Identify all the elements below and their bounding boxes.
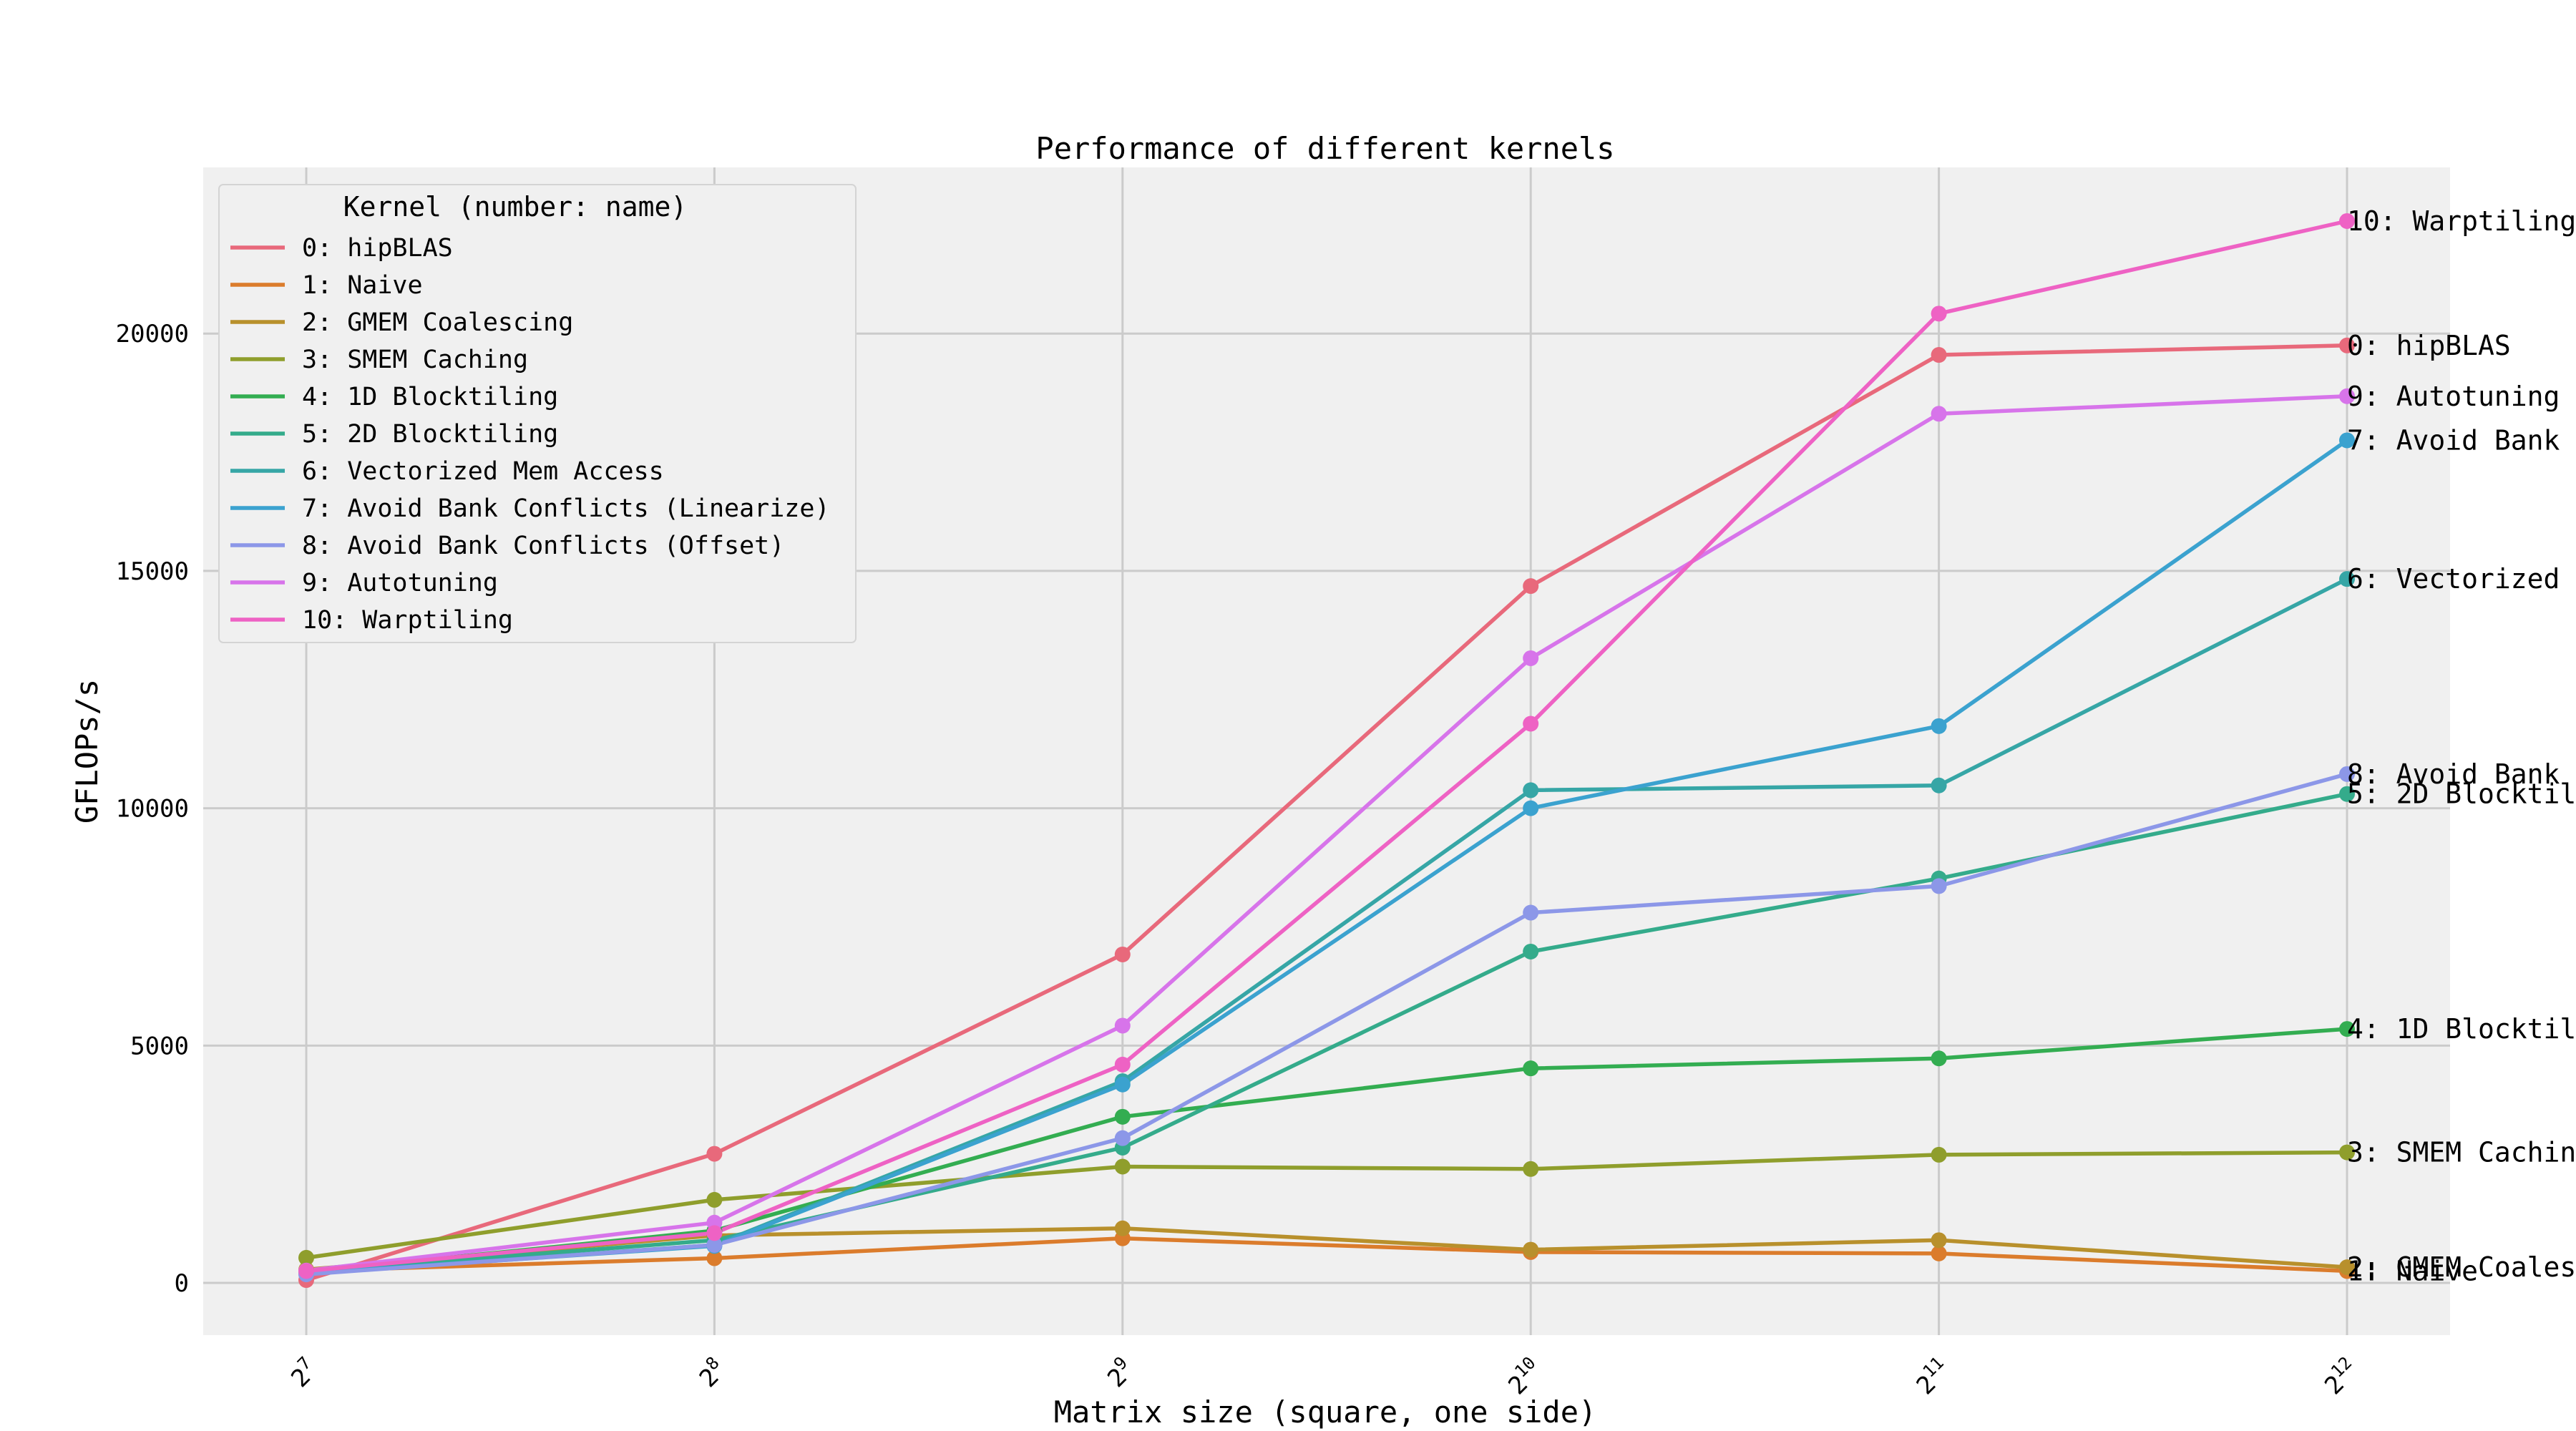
x-tick-label: 211 — [1908, 1353, 1956, 1401]
legend-title: Kernel (number: name) — [343, 191, 687, 223]
series-4-legend-label: 4: 1D Blocktiling — [302, 383, 558, 411]
series-4-end-label: 4: 1D Blocktil — [2347, 1013, 2576, 1045]
series-1-line — [306, 1236, 2348, 1274]
series-0-point — [706, 1146, 723, 1162]
series-8-point — [1114, 1130, 1131, 1146]
series-8-end-label: 8: Avoid Bank — [2347, 758, 2560, 790]
series-7-point — [2339, 432, 2355, 449]
series-10-point — [1523, 716, 1539, 732]
y-axis-label: GFLOPs/s — [69, 679, 104, 824]
legend: Kernel (number: name) 0: hipBLAS 1: Naive… — [218, 184, 857, 643]
series-5-point — [2339, 786, 2355, 802]
series-1-point — [1931, 1245, 1947, 1261]
series-markers — [298, 213, 2355, 1289]
series-3-point — [2339, 1144, 2355, 1161]
series-7-point — [1931, 718, 1947, 734]
series-7-legend-label: 7: Avoid Bank Conflicts (Linearize) — [302, 494, 830, 523]
series-10-point — [1114, 1056, 1131, 1073]
series-9-point — [1931, 406, 1947, 422]
series-8-point — [1931, 878, 1947, 894]
series-9-line — [306, 394, 2348, 1273]
series-3-point — [1931, 1146, 1947, 1163]
series-8-point — [1523, 904, 1539, 921]
series-6-end-label: 6: Vectorized — [2347, 563, 2560, 595]
series-6-point — [1931, 777, 1947, 793]
series-9-point — [1114, 1017, 1131, 1034]
series-3-point — [1114, 1158, 1131, 1175]
series-4-point — [1523, 1060, 1539, 1077]
series-2-point — [2339, 1259, 2355, 1276]
series-3-point — [1523, 1161, 1539, 1177]
series-7-point — [1523, 800, 1539, 816]
series-0-point — [2339, 337, 2355, 353]
series-1-end-label: 1: Naive — [2347, 1255, 2478, 1286]
x-tick-label: 28 — [691, 1353, 732, 1394]
series-0-point — [1114, 946, 1131, 962]
series-0-legend-label: 0: hipBLAS — [302, 234, 453, 263]
series-3-legend-label: 3: SMEM Caching — [302, 346, 528, 374]
series-3-end-label: 3: SMEM Cachin — [2347, 1137, 2576, 1168]
series-10-point — [706, 1225, 723, 1241]
series-10-legend-label: 10: Warptiling — [302, 606, 513, 635]
series-5-point — [1523, 943, 1539, 959]
series-0-point — [1931, 347, 1947, 363]
series-6-legend-label: 6: Vectorized Mem Access — [302, 457, 664, 486]
x-tick-label: 27 — [283, 1353, 324, 1394]
y-tick-label: 0 — [175, 1269, 189, 1298]
series-7-end-label: 7: Avoid Bank — [2347, 424, 2560, 456]
series-0-point — [1523, 578, 1539, 595]
series-5-line — [306, 792, 2348, 1274]
series-lines — [306, 219, 2348, 1282]
x-tick-label: 212 — [2317, 1353, 2365, 1401]
series-6-point — [1523, 782, 1539, 798]
legend-box — [218, 184, 857, 643]
legend-items: 0: hipBLAS 1: Naive 2: GMEM Coalescing 3: S… — [230, 234, 830, 635]
grid — [203, 167, 2450, 1335]
series-10-end-label: 10: Warptiling — [2347, 205, 2576, 237]
chart-title: Performance of different kernels — [1035, 131, 1614, 166]
series-0-line — [306, 343, 2348, 1282]
series-2-legend-label: 2: GMEM Coalescing — [302, 308, 573, 337]
series-6-point — [2339, 571, 2355, 587]
series-5-legend-label: 5: 2D Blocktiling — [302, 420, 558, 449]
series-5-end-label: 5: 2D Blocktil — [2347, 778, 2576, 810]
series-10-point — [2339, 213, 2355, 229]
series-3-line — [306, 1150, 2348, 1260]
series-10-line — [306, 219, 2348, 1274]
series-0-end-label: 0: hipBLAS — [2347, 330, 2511, 361]
series-2-point — [1931, 1232, 1947, 1249]
series-4-point — [1114, 1108, 1131, 1125]
y-tick-label: 5000 — [130, 1032, 189, 1060]
series-3-point — [706, 1191, 723, 1208]
series-1-point — [706, 1250, 723, 1266]
series-3-point — [298, 1249, 314, 1266]
series-7-point — [1114, 1076, 1131, 1093]
series-1-legend-label: 1: Naive — [302, 271, 423, 300]
series-10-point — [1931, 306, 1947, 322]
series-9-end-label: 9: Autotuning — [2347, 381, 2560, 412]
series-2-end-label: 2: GMEM Coales — [2347, 1251, 2576, 1283]
series-4-point — [1931, 1050, 1947, 1067]
series-10-point — [298, 1263, 314, 1279]
x-axis-label: Matrix size (square, one side) — [1054, 1395, 1597, 1430]
series-2-point — [1523, 1241, 1539, 1258]
y-tick-label: 15000 — [116, 557, 189, 586]
series-2-point — [1114, 1220, 1131, 1236]
series-4-point — [2339, 1021, 2355, 1037]
series-9-point — [1523, 650, 1539, 666]
x-tick-label: 210 — [1501, 1353, 1548, 1401]
y-tick-label: 10000 — [116, 795, 189, 824]
series-8-legend-label: 8: Avoid Bank Conflicts (Offset) — [302, 532, 784, 560]
series-9-point — [2339, 388, 2355, 404]
x-tick-label: 29 — [1100, 1353, 1141, 1394]
series-8-point — [706, 1236, 723, 1253]
series-8-line — [306, 772, 2348, 1276]
series-9-legend-label: 9: Autotuning — [302, 569, 498, 597]
series-8-point — [2339, 766, 2355, 782]
y-tick-label: 20000 — [116, 320, 189, 348]
